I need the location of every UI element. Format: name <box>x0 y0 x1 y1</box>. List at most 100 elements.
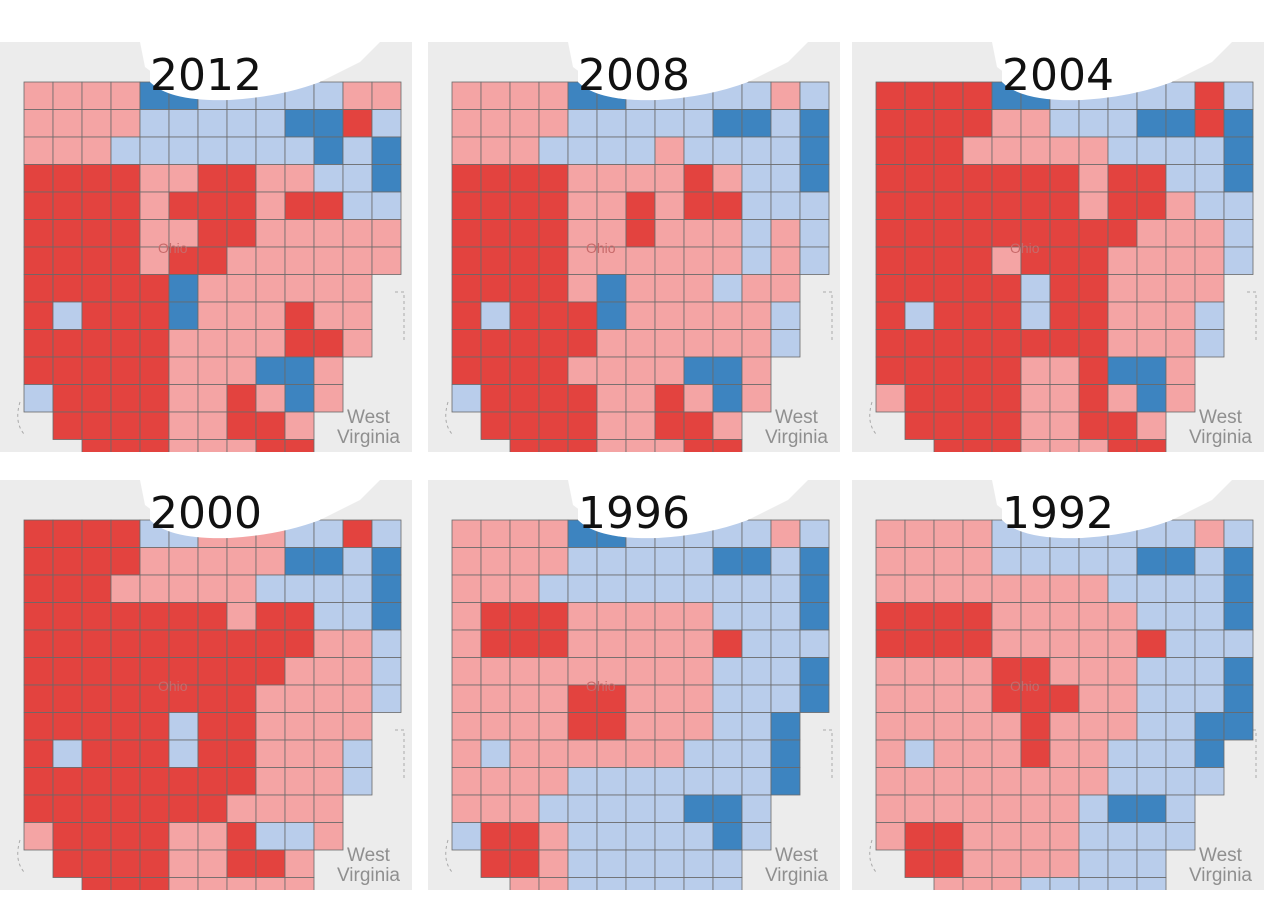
county <box>991 191 1022 220</box>
county <box>197 136 228 165</box>
county <box>1194 712 1225 741</box>
county <box>1136 109 1167 138</box>
county <box>741 274 772 303</box>
county <box>1020 246 1051 275</box>
county <box>139 136 170 165</box>
county <box>52 219 83 248</box>
county <box>596 301 627 330</box>
county <box>342 219 373 248</box>
county <box>1136 246 1167 275</box>
county <box>81 384 112 413</box>
county <box>197 191 228 220</box>
county <box>904 657 935 686</box>
county <box>1165 712 1196 741</box>
county <box>741 602 772 631</box>
county <box>991 877 1022 890</box>
state-label: Ohio <box>586 678 616 694</box>
county <box>904 274 935 303</box>
county <box>875 136 906 165</box>
county <box>284 164 315 193</box>
county <box>1020 629 1051 658</box>
county <box>1049 246 1080 275</box>
county <box>1020 109 1051 138</box>
county <box>1136 822 1167 851</box>
label-bubble <box>1002 480 1188 539</box>
neighbor-state-label: West Virginia <box>1189 846 1252 886</box>
county <box>342 602 373 631</box>
county <box>712 109 743 138</box>
county <box>875 657 906 686</box>
county <box>81 629 112 658</box>
county <box>712 274 743 303</box>
county <box>1194 519 1225 548</box>
county <box>538 519 569 548</box>
county <box>1078 356 1109 385</box>
county <box>962 629 993 658</box>
county <box>509 519 540 548</box>
county <box>23 794 54 823</box>
neighbor-state-label: West Virginia <box>765 846 828 886</box>
county <box>567 794 598 823</box>
county <box>197 439 228 452</box>
county <box>654 629 685 658</box>
county <box>625 301 656 330</box>
county <box>654 301 685 330</box>
county <box>81 739 112 768</box>
county <box>1194 219 1225 248</box>
county <box>81 794 112 823</box>
county <box>1107 411 1138 440</box>
county <box>1078 767 1109 796</box>
county <box>284 411 315 440</box>
county <box>596 411 627 440</box>
county <box>770 136 801 165</box>
county <box>1194 629 1225 658</box>
county <box>81 657 112 686</box>
county <box>1136 767 1167 796</box>
county <box>770 657 801 686</box>
county <box>1107 191 1138 220</box>
county <box>1223 81 1254 110</box>
county <box>168 191 199 220</box>
neighbor-state-label: West Virginia <box>337 846 400 886</box>
county <box>1223 219 1254 248</box>
county <box>168 602 199 631</box>
county <box>313 329 344 358</box>
county <box>480 657 511 686</box>
county <box>538 822 569 851</box>
county <box>683 602 714 631</box>
county <box>1020 439 1051 452</box>
county <box>712 384 743 413</box>
county <box>712 411 743 440</box>
county <box>81 684 112 713</box>
county <box>741 246 772 275</box>
county <box>683 329 714 358</box>
county <box>255 136 286 165</box>
county <box>538 191 569 220</box>
county <box>451 356 482 385</box>
county <box>904 384 935 413</box>
county <box>1049 329 1080 358</box>
county <box>741 822 772 851</box>
county <box>1165 191 1196 220</box>
county <box>197 356 228 385</box>
county <box>991 684 1022 713</box>
county <box>1223 602 1254 631</box>
county <box>451 574 482 603</box>
county <box>52 822 83 851</box>
county <box>1107 246 1138 275</box>
county <box>962 191 993 220</box>
county <box>480 794 511 823</box>
county <box>371 602 402 631</box>
county <box>1049 602 1080 631</box>
map-panel-2000: 2000 Ohio West Virginia <box>0 480 412 890</box>
county <box>933 547 964 576</box>
neighbor-label-line: Virginia <box>336 427 400 448</box>
county <box>342 164 373 193</box>
county <box>197 602 228 631</box>
county <box>683 767 714 796</box>
county <box>313 547 344 576</box>
county <box>371 164 402 193</box>
county <box>962 574 993 603</box>
county <box>904 164 935 193</box>
county <box>1049 191 1080 220</box>
